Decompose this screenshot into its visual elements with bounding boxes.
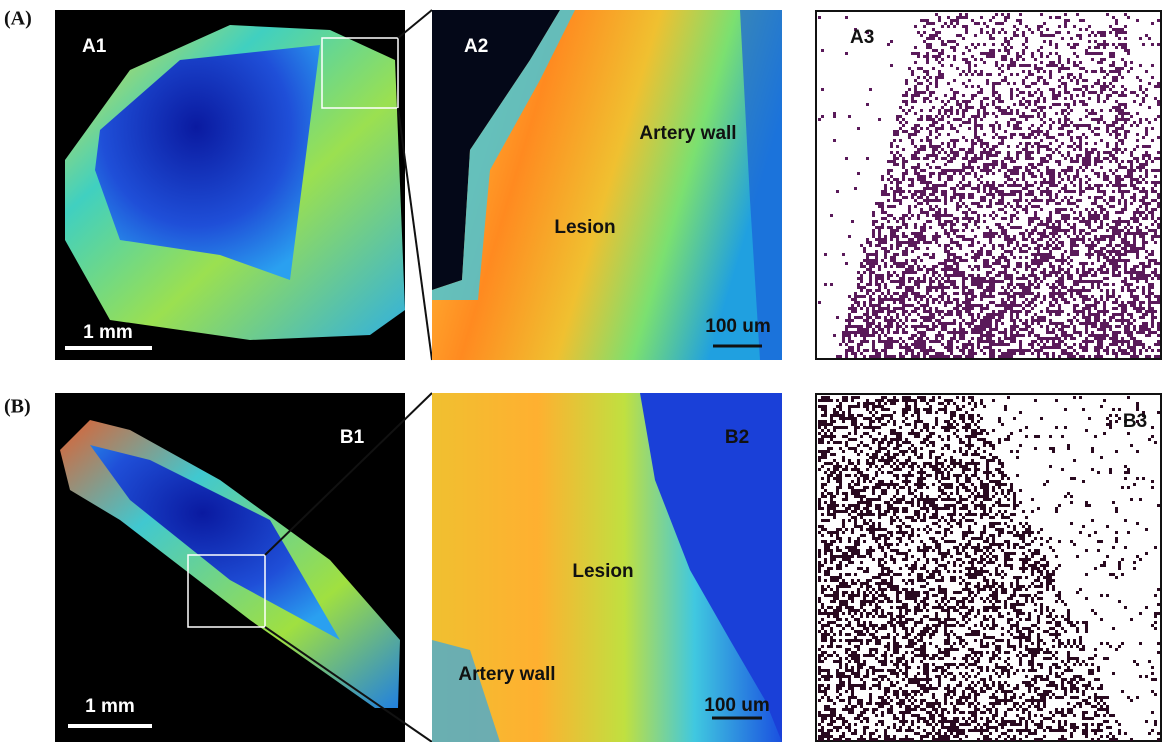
annotation: Artery wall [639, 123, 736, 144]
scale-label: 1 mm [83, 322, 133, 343]
panel-label: B3 [1123, 411, 1147, 432]
figure: (A) A1 1 mm A2 Artery wall Lesion 100 um… [0, 0, 1162, 742]
scale-label: 1 mm [85, 696, 135, 717]
panel-label: B2 [725, 427, 749, 448]
panel-label: A3 [850, 27, 874, 48]
panel-label: A2 [464, 36, 488, 57]
annotation: Lesion [554, 217, 615, 238]
panel-label: A1 [82, 36, 107, 57]
annotation: Lesion [572, 561, 633, 582]
annotation: Artery wall [458, 664, 555, 685]
panel-label: B1 [340, 427, 365, 448]
scale-label: 100 um [705, 316, 770, 337]
scale-label: 100 um [704, 695, 769, 716]
row-label: (B) [4, 396, 31, 418]
row-label: (A) [4, 8, 32, 30]
